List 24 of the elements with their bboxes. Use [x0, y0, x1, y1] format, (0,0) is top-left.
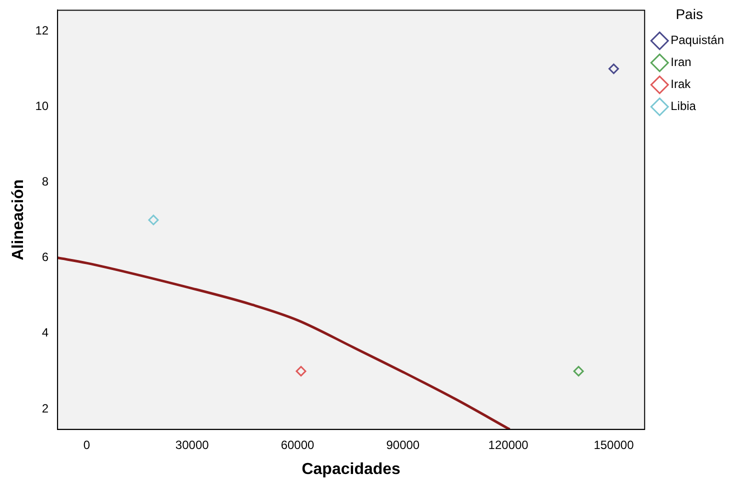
point — [296, 366, 306, 376]
legend-label: Paquistán — [670, 33, 724, 48]
y-tick-label: 4 — [42, 326, 49, 340]
legend-label: Irak — [670, 77, 692, 92]
y-tick-label: 2 — [42, 401, 49, 416]
point — [573, 366, 584, 376]
legend-label: Libia — [670, 99, 696, 114]
x-tick-label: 150000 — [594, 438, 634, 452]
y-axis-title: Alineación — [10, 179, 28, 260]
x-tick-label: 120000 — [488, 438, 529, 452]
x-tick-label: 30000 — [175, 438, 210, 452]
point — [148, 214, 159, 226]
y-tick-label: 8 — [42, 174, 49, 188]
x-tick-label: 60000 — [280, 438, 315, 452]
x-tick-label: 0 — [83, 438, 90, 452]
legend-title: Pais — [676, 6, 703, 22]
x-axis-title: Capacidades — [302, 460, 401, 478]
legend-label: Iran — [670, 55, 692, 70]
point — [608, 64, 619, 74]
y-tick-label: 12 — [35, 23, 49, 38]
y-tick-label: 10 — [35, 98, 49, 113]
y-tick-label: 6 — [42, 250, 49, 264]
x-tick-label: 90000 — [386, 438, 420, 452]
line-series — [58, 256, 511, 430]
